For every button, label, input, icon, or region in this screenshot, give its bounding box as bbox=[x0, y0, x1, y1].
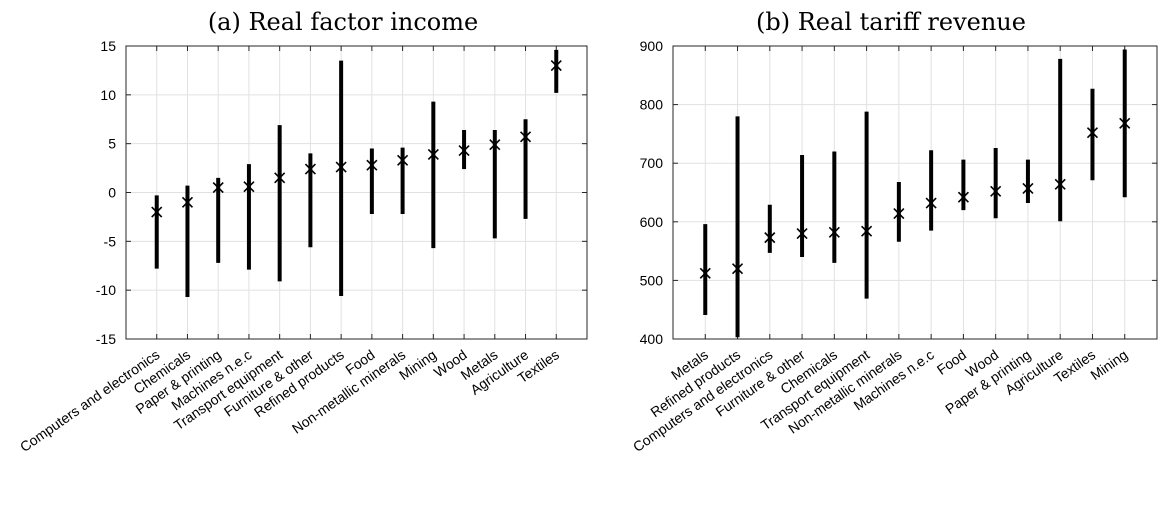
panel-a-x-marker-stroke bbox=[427, 148, 439, 160]
panel-b-x-marker-stroke bbox=[1022, 182, 1034, 194]
panel-b-x-marker bbox=[699, 267, 711, 279]
panel-a-x-marker-stroke bbox=[519, 131, 532, 143]
panel-a-ytick-label: 5 bbox=[108, 136, 116, 152]
panel-a-x-marker bbox=[151, 206, 163, 218]
panel-a-ytick-label: -5 bbox=[104, 233, 117, 249]
panel-b-x-marker-stroke bbox=[828, 226, 840, 238]
panel-b-x-marker bbox=[925, 197, 937, 209]
panel-a-ytick-label: 0 bbox=[108, 185, 116, 201]
panel-b-x-marker-stroke bbox=[764, 232, 776, 244]
panel-b-x-marker bbox=[893, 208, 905, 220]
panel-b-x-marker-stroke bbox=[925, 197, 937, 209]
panel-b-xtick-label: Food bbox=[934, 346, 969, 377]
panel-a-x-marker bbox=[519, 131, 532, 143]
panel-b-ticks bbox=[673, 45, 1157, 340]
panel-b-grid bbox=[673, 45, 1157, 340]
panel-a-x-marker bbox=[212, 182, 224, 194]
panel-b-x-marker bbox=[1119, 117, 1131, 129]
panel-b-axes-box bbox=[672, 45, 1158, 340]
panel-a-x-marker-stroke bbox=[489, 139, 501, 151]
panel-b-x-marker bbox=[731, 263, 744, 275]
panel-a-ytick-label: -15 bbox=[96, 331, 116, 347]
panel-a-x-marker-stroke bbox=[550, 59, 562, 72]
panel-a-x-marker bbox=[335, 161, 347, 173]
panel-b-title: (b) Real tariff revenue bbox=[756, 8, 1026, 36]
panel-b-x-marker-stroke bbox=[731, 263, 744, 275]
panel-b-x-marker-stroke bbox=[699, 267, 711, 279]
panel-b-x-marker bbox=[957, 191, 969, 203]
panel-b-x-marker-stroke bbox=[1086, 127, 1099, 139]
panel-a-x-marker bbox=[397, 154, 409, 166]
panel-b-ytick-label: 900 bbox=[640, 38, 664, 54]
panel-b-x-marker bbox=[796, 227, 808, 240]
panel-b-x-marker-stroke bbox=[861, 225, 873, 237]
panel-a-ytick-label: -10 bbox=[96, 282, 116, 298]
panel-a-x-marker-stroke bbox=[274, 172, 286, 184]
panel-b-x-marker-stroke bbox=[1054, 178, 1066, 190]
panel-a-x-marker bbox=[243, 181, 255, 193]
panel-a-grid bbox=[126, 45, 587, 340]
panel-b-ytick-label: 800 bbox=[640, 97, 664, 113]
panel-b-chart: (b) Real tariff revenue 400 500 600 700 800 9… bbox=[630, 8, 1158, 455]
panel-a-x-marker-stroke bbox=[304, 163, 316, 175]
panel-a-x-marker-stroke bbox=[397, 154, 409, 166]
panel-b-x-marker-stroke bbox=[1119, 117, 1131, 129]
panel-b-x-marker-stroke bbox=[893, 208, 905, 220]
panel-b-ytick-label: 700 bbox=[640, 155, 664, 171]
panel-a-x-marker-stroke bbox=[243, 181, 255, 193]
panel-a-x-marker-stroke bbox=[458, 144, 470, 157]
panel-b-x-marker bbox=[1086, 127, 1099, 139]
panel-a-x-marker-stroke bbox=[151, 206, 163, 218]
panel-a-x-marker bbox=[304, 163, 316, 175]
panel-b-ytick-label: 600 bbox=[640, 214, 664, 230]
panel-a-x-marker-stroke bbox=[335, 161, 347, 173]
panel-b-ytick-label: 500 bbox=[640, 272, 664, 288]
panel-b-xtick-label: Mining bbox=[1087, 346, 1130, 383]
panel-b-x-marker-stroke bbox=[957, 191, 969, 203]
panel-b-x-marker bbox=[861, 225, 873, 237]
panel-a-x-marker bbox=[181, 196, 194, 208]
panel-a-x-marker bbox=[274, 172, 286, 184]
panel-a-x-marker-stroke bbox=[181, 196, 194, 208]
panel-b-x-marker bbox=[1022, 182, 1034, 194]
panel-b-x-marker-stroke bbox=[796, 227, 808, 240]
panel-b-x-marker-stroke bbox=[990, 185, 1002, 197]
panel-a-chart: (a) Real factor income -15-10-5051015Com… bbox=[17, 8, 588, 455]
panel-b-x-marker bbox=[764, 232, 776, 244]
panel-a-x-marker-stroke bbox=[212, 182, 224, 194]
panel-a-x-marker-stroke bbox=[366, 159, 378, 171]
panel-b-x-marker bbox=[828, 226, 840, 238]
panel-b-x-marker bbox=[1054, 178, 1066, 190]
panel-b-x-marker bbox=[990, 185, 1002, 197]
panel-a-ytick-label: 15 bbox=[100, 38, 116, 54]
panel-b-ytick-label: 400 bbox=[640, 331, 664, 347]
panel-a-ticks bbox=[126, 45, 587, 340]
panel-a-title: (a) Real factor income bbox=[208, 8, 478, 36]
panel-a-ytick-label: 10 bbox=[100, 87, 116, 103]
panel-a-x-marker bbox=[366, 159, 378, 171]
panel-a-x-marker bbox=[427, 148, 439, 160]
panel-a-x-marker bbox=[489, 139, 501, 151]
panel-a-x-marker bbox=[458, 144, 470, 157]
panel-a-x-marker bbox=[550, 59, 562, 72]
